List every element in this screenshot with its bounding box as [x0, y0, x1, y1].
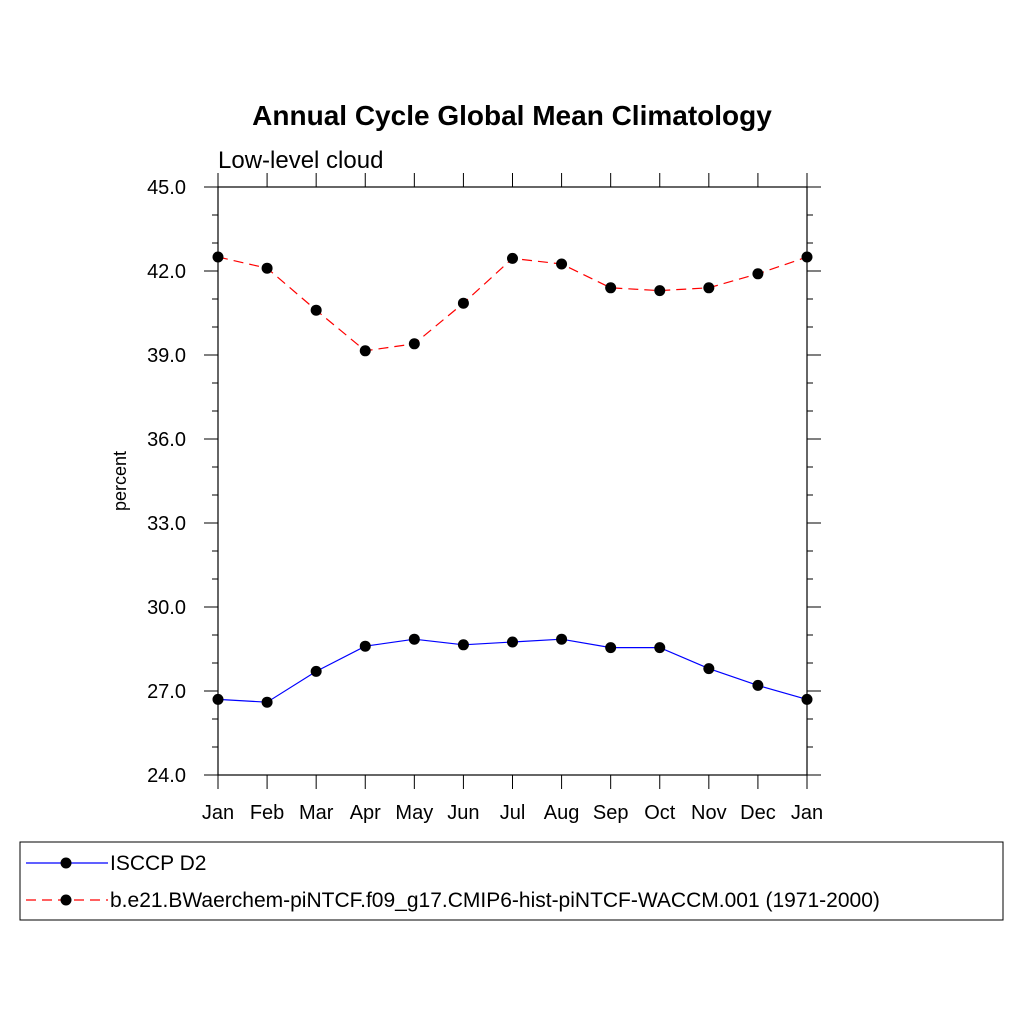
series-line-0: [217, 638, 808, 703]
series-0-point: [752, 679, 764, 691]
series-1-point: [752, 268, 764, 280]
plot-lines: [212, 251, 813, 708]
x-tick-label: Sep: [593, 802, 629, 824]
series-line-1: [217, 256, 808, 352]
series-1-point: [556, 258, 568, 270]
x-tick-label: Jun: [447, 802, 479, 824]
legend-marker-0: [60, 857, 72, 869]
series-0-point: [507, 636, 518, 648]
legend: ISCCP D2 b.e21.BWaerchem-piNTCF.f09_g17.C…: [19, 841, 1004, 921]
series-1-point: [703, 282, 715, 294]
x-tick-label: Nov: [691, 802, 727, 824]
series-1-point: [605, 282, 617, 294]
series-0-point: [408, 633, 420, 645]
chart-subtitle: Low-level cloud: [218, 147, 383, 174]
x-tick-label: Mar: [299, 802, 334, 824]
x-tick-label: Feb: [250, 802, 284, 824]
series-1-point: [359, 345, 371, 357]
y-tick-label: 24.0: [147, 765, 186, 787]
y-tick-label: 33.0: [147, 513, 186, 535]
x-tick-label: Oct: [644, 802, 676, 824]
series-1-point: [408, 338, 420, 350]
series-0-point: [605, 642, 617, 654]
x-tick-label: Jan: [791, 802, 823, 824]
chart-title: Annual Cycle Global Mean Climatology: [252, 100, 772, 131]
y-tick-label: 27.0: [147, 681, 186, 703]
series-1-point: [654, 285, 666, 297]
series-0-point: [212, 693, 224, 705]
x-tick-label: Apr: [350, 802, 381, 824]
series-0-point: [457, 639, 469, 651]
legend-box: [19, 841, 1004, 921]
series-1-point: [261, 262, 273, 274]
y-tick-label: 39.0: [147, 345, 186, 367]
plot-frame: [217, 186, 808, 776]
x-tick-label: Aug: [544, 802, 580, 824]
x-tick-label: Jul: [500, 802, 526, 824]
y-tick-label: 30.0: [147, 597, 186, 619]
y-tick-label: 45.0: [147, 177, 186, 199]
series-1-point: [801, 251, 813, 263]
series-0-point: [654, 642, 666, 654]
series-0-point: [801, 693, 813, 705]
x-axis: Jan Feb Mar Apr May Jun Jul Aug Sep Oct Nov Dec Jan: [202, 173, 823, 824]
legend-label-0: ISCCP D2: [110, 852, 206, 875]
series-1-point: [212, 251, 224, 263]
series-0-point: [261, 696, 273, 708]
y-axis-label: percent: [110, 451, 130, 511]
y-tick-label: 42.0: [147, 261, 186, 283]
series-0-point: [703, 663, 715, 675]
x-tick-label: Jan: [202, 802, 234, 824]
legend-marker-1: [60, 894, 72, 906]
y-tick-label: 36.0: [147, 429, 186, 451]
series-0-point: [310, 665, 322, 677]
x-tick-label: Dec: [740, 802, 776, 824]
x-tick-label: May: [395, 802, 433, 824]
series-1-point: [507, 252, 518, 264]
legend-label-1: b.e21.BWaerchem-piNTCF.f09_g17.CMIP6-his…: [110, 889, 880, 912]
series-1-point: [457, 297, 469, 309]
series-1-point: [310, 304, 322, 316]
y-axis: 24.0 27.0 30.0 33.0 36.0 39.0 42.0 45.0: [147, 177, 821, 787]
series-0-point: [556, 633, 568, 645]
series-0-point: [359, 640, 371, 652]
